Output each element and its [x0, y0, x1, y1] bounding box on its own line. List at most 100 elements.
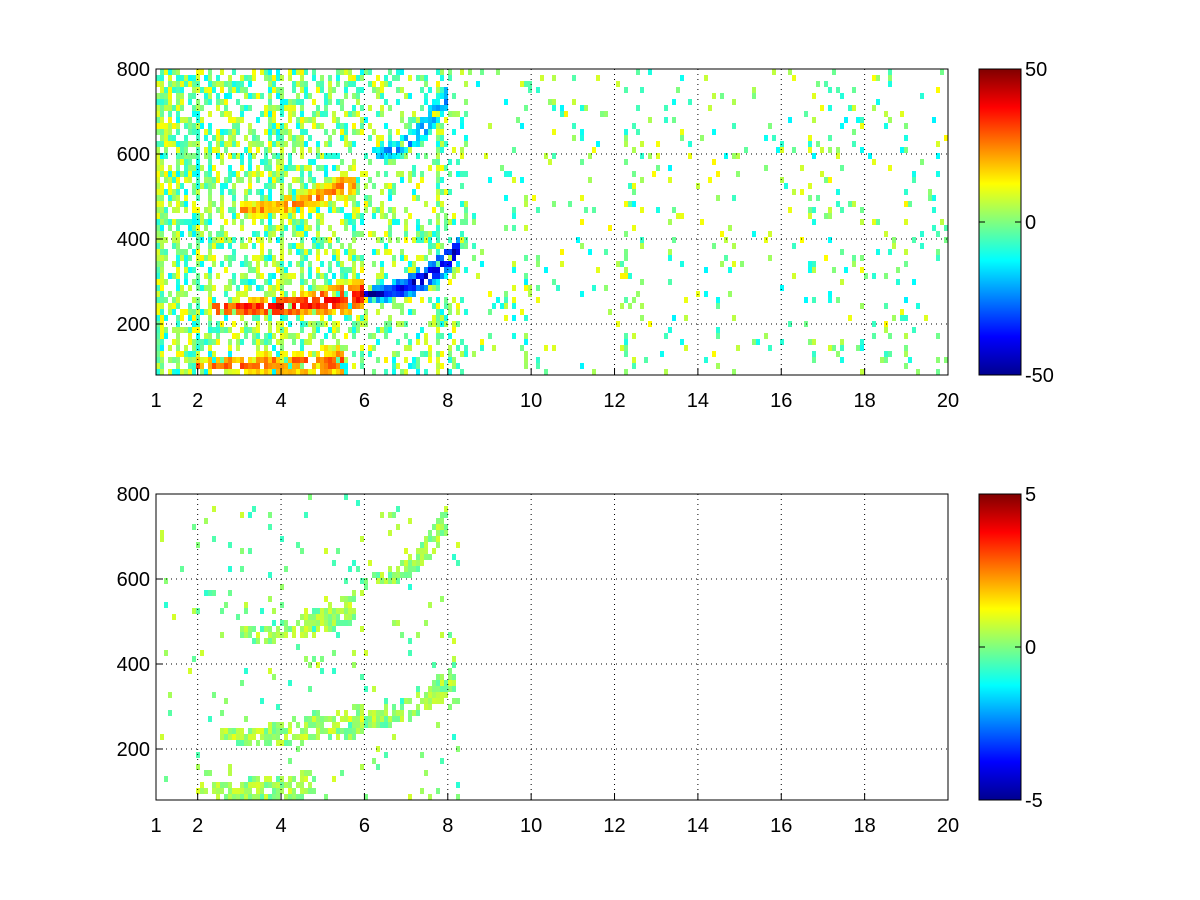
- heatmap-cell: [264, 147, 268, 153]
- heatmap-cell: [384, 75, 388, 81]
- heatmap-cell: [536, 285, 540, 291]
- heatmap-cell: [204, 309, 208, 315]
- heatmap-cell: [176, 285, 180, 291]
- heatmap-cell: [392, 369, 396, 375]
- heatmap-cell: [408, 279, 412, 285]
- heatmap-cell: [288, 279, 292, 285]
- heatmap-cell: [388, 315, 392, 321]
- heatmap-cell: [244, 201, 248, 207]
- heatmap-cell: [172, 237, 176, 243]
- heatmap-cell: [272, 369, 276, 375]
- heatmap-cell: [928, 195, 932, 201]
- heatmap-cell: [272, 291, 276, 297]
- heatmap-cell: [436, 81, 440, 87]
- heatmap-cell: [360, 69, 364, 75]
- heatmap-cell: [368, 177, 372, 183]
- heatmap-cell: [404, 285, 408, 291]
- heatmap-cell: [212, 147, 216, 153]
- heatmap-cell: [196, 309, 200, 315]
- heatmap-cell: [252, 327, 256, 333]
- heatmap-cell: [352, 590, 356, 596]
- heatmap-cell: [200, 123, 204, 129]
- heatmap-cell: [432, 548, 436, 554]
- heatmap-cell: [160, 129, 164, 135]
- heatmap-cell: [168, 81, 172, 87]
- heatmap-cell: [340, 261, 344, 267]
- heatmap-cell: [220, 788, 224, 794]
- heatmap-cell: [284, 213, 288, 219]
- heatmap-cell: [172, 189, 176, 195]
- heatmap-cell: [272, 75, 276, 81]
- heatmap-cell: [356, 255, 360, 261]
- heatmap-cell: [156, 255, 160, 261]
- heatmap-cell: [436, 237, 440, 243]
- heatmap-cell: [580, 219, 584, 225]
- heatmap-cell: [340, 770, 344, 776]
- heatmap-cell: [288, 75, 292, 81]
- heatmap-cell: [352, 165, 356, 171]
- heatmap-cell: [224, 291, 228, 297]
- heatmap-cell: [436, 363, 440, 369]
- heatmap-cell: [828, 207, 832, 213]
- heatmap-cell: [400, 698, 404, 704]
- heatmap-cell: [348, 608, 352, 614]
- heatmap-cell: [228, 165, 232, 171]
- heatmap-cell: [624, 339, 628, 345]
- heatmap-cell: [344, 93, 348, 99]
- heatmap-cell: [528, 291, 532, 297]
- y-tick-label: 600: [117, 569, 150, 591]
- heatmap-cell: [752, 87, 756, 93]
- heatmap-cell: [328, 75, 332, 81]
- heatmap-cell: [156, 333, 160, 339]
- heatmap-cell: [572, 99, 576, 105]
- heatmap-cell: [360, 279, 364, 285]
- y-tick-label: 200: [117, 314, 150, 336]
- heatmap-cell: [208, 99, 212, 105]
- heatmap-cell: [504, 291, 508, 297]
- heatmap-cell: [460, 339, 464, 345]
- heatmap-cell: [172, 327, 176, 333]
- heatmap-cell: [912, 327, 916, 333]
- heatmap-cell: [324, 614, 328, 620]
- heatmap-cell: [936, 141, 940, 147]
- colorbar-tick-label: 0: [1025, 212, 1036, 234]
- heatmap-cell: [388, 578, 392, 584]
- heatmap-cell: [404, 255, 408, 261]
- heatmap-cell: [352, 560, 356, 566]
- heatmap-cell: [408, 117, 412, 123]
- heatmap-cell: [344, 195, 348, 201]
- heatmap-cell: [184, 345, 188, 351]
- heatmap-cell: [244, 782, 248, 788]
- heatmap-cell: [308, 614, 312, 620]
- heatmap-cell: [244, 135, 248, 141]
- heatmap-cell: [408, 345, 412, 351]
- heatmap-cell: [444, 506, 448, 512]
- heatmap-cell: [272, 632, 276, 638]
- heatmap-cell: [408, 584, 412, 590]
- heatmap-cell: [456, 746, 460, 752]
- heatmap-cell: [308, 117, 312, 123]
- heatmap-cell: [224, 147, 228, 153]
- heatmap-cell: [296, 135, 300, 141]
- heatmap-cell: [400, 291, 404, 297]
- heatmap-cell: [180, 369, 184, 375]
- heatmap-cell: [244, 327, 248, 333]
- heatmap-cell: [320, 722, 324, 728]
- heatmap-cell: [396, 69, 400, 75]
- heatmap-cell: [348, 81, 352, 87]
- heatmap-cell: [180, 201, 184, 207]
- heatmap-cell: [628, 273, 632, 279]
- heatmap-cell: [280, 111, 284, 117]
- heatmap-cell: [892, 237, 896, 243]
- heatmap-cell: [288, 740, 292, 746]
- heatmap-cell: [192, 123, 196, 129]
- heatmap-cell: [396, 279, 400, 285]
- heatmap-cell: [264, 363, 268, 369]
- heatmap-cell: [592, 207, 596, 213]
- heatmap-cell: [828, 345, 832, 351]
- plot-frame-bottom: [155, 493, 949, 801]
- heatmap-cell: [184, 207, 188, 213]
- heatmap-cell: [860, 255, 864, 261]
- heatmap-cell: [452, 147, 456, 153]
- heatmap-cell: [844, 117, 848, 123]
